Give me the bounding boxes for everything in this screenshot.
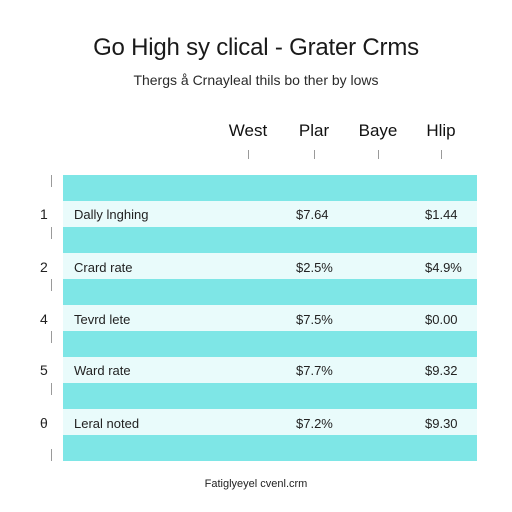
row-tick: [51, 331, 52, 343]
row-label: Dally lnghing: [74, 207, 149, 222]
page-title: Go High sy clical - Grater Crms: [93, 34, 419, 61]
table-band: [63, 201, 477, 227]
row-value-primary: $2.5%: [296, 260, 333, 275]
column-header-plar: Plar: [298, 121, 330, 140]
column-header-hlip: Hlip: [426, 121, 456, 140]
row-value-primary: $7.2%: [296, 416, 333, 431]
row-label: Leral noted: [74, 416, 140, 431]
column-tick: [314, 150, 315, 159]
row-number: 5: [40, 362, 48, 378]
table-band: [63, 331, 477, 357]
row-number: 1: [40, 206, 48, 222]
table-band: [63, 305, 477, 331]
row-value-primary: $7.64: [296, 207, 329, 222]
row-value-secondary: $9.32: [425, 363, 458, 378]
row-label: Tevrd lete: [74, 312, 131, 327]
row-value-secondary: $0.00: [425, 312, 458, 327]
table-band: [63, 175, 477, 201]
column-tick: [248, 150, 249, 159]
column-header-baye: Baye: [358, 121, 398, 140]
row-tick: [51, 449, 52, 461]
row-tick: [51, 279, 52, 291]
row-label: Crard rate: [74, 260, 133, 275]
row-value-primary: $7.5%: [296, 312, 333, 327]
column-tick: [378, 150, 379, 159]
table-band: [63, 409, 477, 435]
row-value-primary: $7.7%: [296, 363, 333, 378]
table-band: [63, 227, 477, 253]
row-tick: [51, 383, 52, 395]
column-tick: [441, 150, 442, 159]
row-tick: [51, 227, 52, 239]
row-tick: [51, 175, 52, 187]
table-band: [63, 253, 477, 279]
column-header-west: West: [228, 121, 268, 140]
row-value-secondary: $4.9%: [425, 260, 462, 275]
page-subtitle: Thergs å Crnayleal thils bo ther by lows: [133, 72, 379, 88]
row-label: Ward rate: [74, 363, 131, 378]
footer-caption: Fatiglyeyel cvenl.crm: [204, 478, 308, 490]
row-number: 4: [40, 311, 48, 327]
row-number: θ: [40, 415, 48, 431]
row-value-secondary: $9.30: [425, 416, 458, 431]
table-band: [63, 435, 477, 461]
table-band: [63, 357, 477, 383]
row-number: 2: [40, 259, 48, 275]
table-band: [63, 383, 477, 409]
row-value-secondary: $1.44: [425, 207, 458, 222]
table-band: [63, 279, 477, 305]
